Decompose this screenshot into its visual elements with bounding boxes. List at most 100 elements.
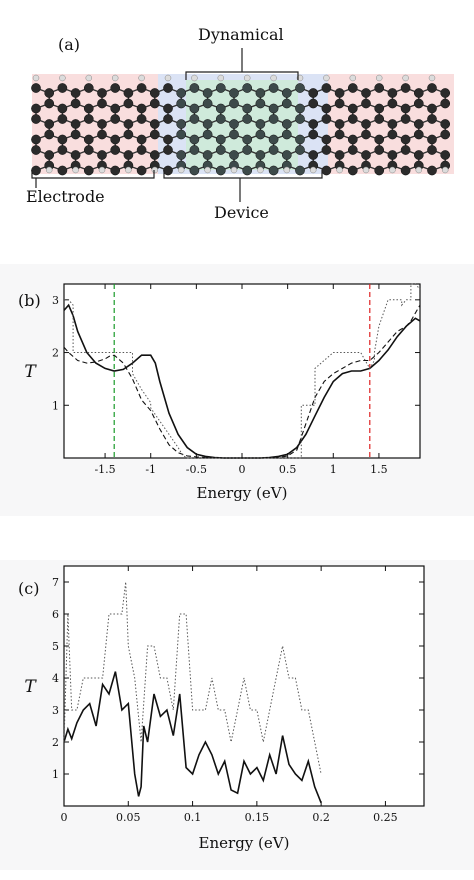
- carbon-atom: [163, 165, 173, 176]
- carbon-atom: [295, 83, 305, 93]
- panel-b-label: (b): [18, 291, 41, 310]
- series-line-solid: [63, 303, 421, 459]
- carbon-atom: [44, 98, 55, 109]
- carbon-atom: [374, 165, 385, 176]
- carbon-atom: [347, 103, 358, 114]
- x-tick-label: 0.1: [184, 811, 202, 824]
- x-tick-label: 1.5: [370, 463, 388, 476]
- hydrogen-atom: [415, 166, 423, 174]
- carbon-atom: [97, 129, 107, 140]
- carbon-atom: [149, 98, 160, 109]
- carbon-atom: [97, 150, 107, 160]
- hydrogen-atom: [98, 166, 106, 174]
- carbon-atom: [44, 119, 55, 129]
- y-tick-label: 4: [52, 672, 59, 685]
- carbon-atom: [202, 150, 213, 160]
- plot-frame: [63, 565, 425, 807]
- carbon-atom: [321, 165, 332, 176]
- carbon-atom: [136, 83, 147, 93]
- carbon-atom: [44, 129, 55, 140]
- carbon-atom: [308, 88, 319, 98]
- carbon-atom: [31, 145, 41, 155]
- carbon-atom: [347, 145, 358, 155]
- carbon-atom: [268, 83, 279, 93]
- y-tick-label: 7: [52, 576, 59, 589]
- carbon-atom: [176, 119, 187, 129]
- carbon-atom: [427, 114, 437, 124]
- carbon-atom: [202, 119, 213, 129]
- carbon-atom: [255, 129, 266, 140]
- carbon-atom: [123, 98, 134, 109]
- carbon-atom: [242, 134, 253, 145]
- x-tick-label: -0.5: [186, 463, 207, 476]
- hydrogen-atom: [72, 166, 79, 174]
- carbon-atom: [229, 129, 239, 140]
- electrode-label: Electrode: [26, 187, 105, 206]
- carbon-atom: [413, 98, 424, 109]
- carbon-atom: [374, 145, 385, 155]
- carbon-atom: [57, 145, 68, 155]
- carbon-atom: [83, 83, 94, 93]
- carbon-atom: [123, 129, 134, 140]
- carbon-atom: [57, 165, 68, 176]
- carbon-atom: [189, 134, 200, 145]
- hydrogen-atom: [191, 74, 198, 82]
- carbon-atom: [334, 88, 345, 98]
- carbon-atom: [400, 114, 411, 124]
- hydrogen-atom: [204, 166, 211, 174]
- carbon-atom: [229, 150, 239, 160]
- carbon-atom: [295, 165, 305, 176]
- hydrogen-atom: [257, 166, 264, 174]
- carbon-atom: [215, 134, 226, 145]
- carbon-atom: [347, 83, 358, 93]
- y-axis-label: T: [24, 677, 37, 697]
- hydrogen-atom: [323, 74, 330, 82]
- carbon-atom: [83, 103, 94, 114]
- carbon-atom: [215, 103, 226, 114]
- y-tick-label: 5: [52, 640, 59, 653]
- hydrogen-atom: [59, 74, 66, 82]
- hydrogen-atom: [85, 74, 93, 82]
- hydrogen-atom: [283, 166, 291, 174]
- carbon-atom: [149, 88, 160, 98]
- carbon-atom: [281, 98, 292, 109]
- carbon-atom: [400, 165, 411, 176]
- carbon-atom: [281, 88, 292, 98]
- carbon-atom: [31, 103, 41, 114]
- carbon-atom: [136, 165, 147, 176]
- carbon-atom: [440, 119, 451, 129]
- carbon-atom: [242, 114, 253, 124]
- y-tick-label: 2: [52, 736, 59, 749]
- hydrogen-atom: [230, 166, 238, 174]
- carbon-atom: [189, 145, 200, 155]
- carbon-atom: [334, 119, 345, 129]
- carbon-atom: [255, 98, 266, 109]
- carbon-atom: [427, 165, 437, 176]
- series-line-solid: [63, 671, 322, 804]
- carbon-atom: [255, 119, 266, 129]
- carbon-atom: [374, 134, 385, 145]
- carbon-atom: [295, 145, 305, 155]
- hydrogen-atom: [177, 166, 185, 174]
- carbon-atom: [321, 134, 332, 145]
- x-tick-label: 0.2: [312, 811, 330, 824]
- carbon-atom: [176, 98, 187, 109]
- hydrogen-atom: [402, 74, 409, 82]
- carbon-atom: [361, 119, 371, 129]
- carbon-atom: [202, 129, 213, 140]
- carbon-atom: [70, 150, 81, 160]
- carbon-atom: [215, 114, 226, 124]
- series-line-dotted: [63, 581, 322, 775]
- carbon-atom: [229, 88, 239, 98]
- hydrogen-atom: [45, 166, 53, 174]
- carbon-atom: [110, 114, 121, 124]
- hydrogen-atom: [362, 166, 370, 174]
- x-tick-label: 0.05: [116, 811, 141, 824]
- carbon-atom: [321, 103, 332, 114]
- x-tick-label: 0.5: [279, 463, 297, 476]
- device-label: Device: [214, 203, 269, 222]
- carbon-atom: [83, 145, 94, 155]
- carbon-atom: [255, 150, 266, 160]
- carbon-atom: [361, 150, 371, 160]
- transmission-chart-c: (c) 0 0.05 0.1 0.15 0.2 0.25 1 2 3 4 5 6 7 Energy (eV…: [18, 565, 425, 852]
